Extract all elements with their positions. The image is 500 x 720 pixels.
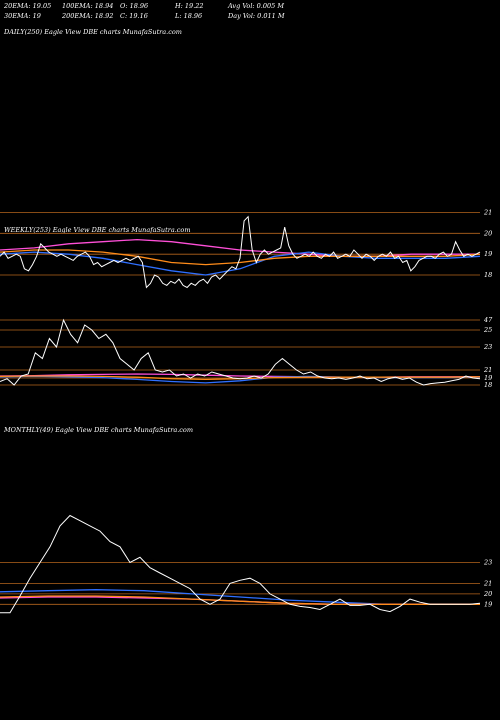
monthly-tick-label: 19	[484, 600, 492, 608]
close-label: C: 19.16	[120, 12, 148, 20]
weekly-lower-tick-label: 25	[483, 326, 492, 334]
weekly-ema-line	[0, 238, 480, 257]
day-vol-label: Day Vol: 0.011 M	[228, 12, 285, 20]
avg-vol-label: Avg Vol: 0.005 M	[228, 2, 285, 10]
weekly-lower-tick-label: 23	[483, 343, 492, 351]
monthly-tick-label: 20	[483, 590, 492, 598]
monthly-title: MONTHLY(49) Eagle View DBE charts Munafa…	[3, 426, 193, 434]
monthly-tick-label: 21	[483, 579, 492, 587]
ema100-label: 100EMA: 18.94	[62, 2, 114, 10]
ema200-label: 200EMA: 18.92	[62, 12, 114, 20]
daily-title: DAILY(250) Eagle View DBE charts MunafaS…	[3, 28, 182, 36]
weekly-upper-tick-label: 18	[484, 271, 492, 279]
weekly-upper-price-line	[0, 215, 481, 289]
ema20-label: 20EMA: 19.05	[4, 2, 52, 10]
low-label: L: 18.96	[175, 12, 203, 20]
weekly-lower-tick-label: 18	[484, 381, 492, 389]
monthly-ema-line	[0, 595, 480, 605]
ema30-label: 30EMA: 19	[4, 12, 41, 20]
weekly-upper-tick-label: 19	[484, 250, 492, 258]
weekly-upper-tick-label: 20	[483, 229, 492, 237]
weekly-upper-tick-label: 21	[483, 209, 492, 217]
monthly-tick-label: 23	[483, 559, 492, 567]
high-label: H: 19.22	[175, 2, 204, 10]
monthly-price-line	[0, 514, 481, 614]
open-label: O: 18.96	[120, 2, 149, 10]
monthly-chart: 23 21 20 19	[0, 514, 492, 614]
weekly-ema-line	[0, 249, 481, 266]
weekly-lower-price-line	[0, 318, 481, 386]
weekly-title: WEEKLY(253) Eagle View DBE charts Munafa…	[4, 226, 191, 234]
weekly-lower-tick-label: 19	[484, 374, 492, 382]
weekly-lower-tick-label: 47	[483, 316, 493, 324]
weekly-lower-tick-label: 21	[483, 366, 492, 374]
